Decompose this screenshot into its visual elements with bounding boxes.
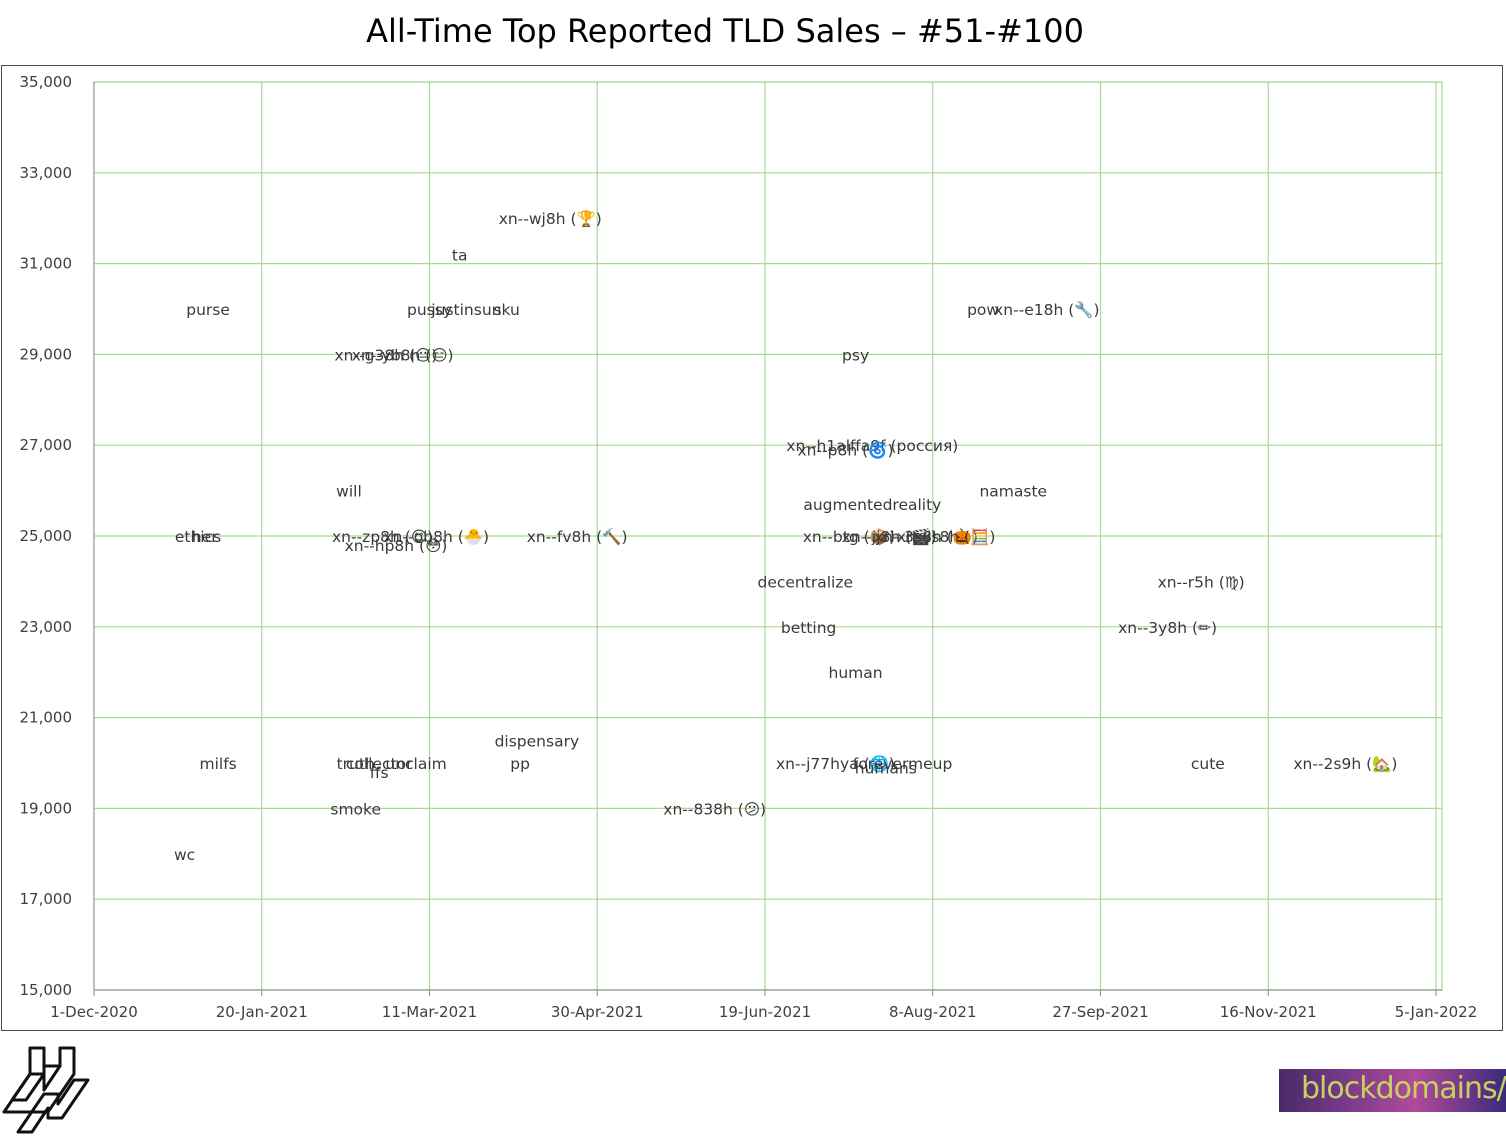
data-point-label: xn--3s8h (🎃) xyxy=(874,527,978,546)
x-tick-label: 19-Jun-2021 xyxy=(719,1003,811,1021)
brand-logo-left xyxy=(0,1044,92,1141)
y-tick-label: 35,000 xyxy=(20,73,73,91)
data-point-label: will xyxy=(336,483,362,501)
data-point-label: humans xyxy=(855,760,917,778)
x-tick-label: 30-Apr-2021 xyxy=(551,1003,644,1021)
x-tick-label: 27-Sep-2021 xyxy=(1052,1003,1148,1021)
data-point-label: her xyxy=(192,528,218,546)
chart-frame: 15,000 17,000 19,000 21,000 23,000 25,000 27,0… xyxy=(1,65,1503,1031)
data-point-label: xn--r5h (♍) xyxy=(1158,573,1245,591)
data-point-label: xn--ob8h (🐣) xyxy=(383,527,489,546)
y-tick-label: 17,000 xyxy=(20,890,73,908)
data-point-label: pow xyxy=(967,301,999,319)
data-point-label: augmentedreality xyxy=(803,496,941,514)
x-tick-label: 16-Nov-2021 xyxy=(1220,1003,1317,1021)
data-point-label: collector xyxy=(346,755,413,773)
data-point-label: smoke xyxy=(330,800,381,818)
x-tick-label: 11-Mar-2021 xyxy=(382,1003,477,1021)
data-point-label: xn--yb8h (😑) xyxy=(352,346,454,364)
x-tick-label: 20-Jan-2021 xyxy=(216,1003,308,1021)
y-tick-label: 15,000 xyxy=(20,981,73,999)
data-point-label: namaste xyxy=(979,483,1047,501)
x-tick-label: 1-Dec-2020 xyxy=(50,1003,138,1021)
data-point-label: xn--3y8h (✏) xyxy=(1118,619,1217,637)
data-point-label: betting xyxy=(781,619,837,637)
data-point-label: xn--p8h (🌀) xyxy=(798,441,894,460)
data-point-label: pp xyxy=(510,755,530,773)
x-tick-label: 5-Jan-2022 xyxy=(1395,1003,1478,1021)
data-point-label: xn--838h (😕) xyxy=(663,800,766,818)
data-point-label: human xyxy=(829,664,883,682)
data-point-label: sku xyxy=(493,301,519,319)
data-point-label: pussy xyxy=(407,301,452,319)
y-tick-label: 23,000 xyxy=(20,618,73,636)
data-point-label: ethics xyxy=(175,528,221,546)
data-point-label: xn--wj8h (🏆) xyxy=(499,209,602,228)
y-tick-label: 31,000 xyxy=(20,255,73,273)
data-point-label: xn--h1alffa9f (россия) xyxy=(786,437,958,455)
data-point-label: xn--2s9h (🏡) xyxy=(1293,755,1397,773)
data-point-label: ta xyxy=(452,247,468,265)
data-point-label: ffs xyxy=(370,764,389,782)
data-point-label: cute xyxy=(1191,755,1225,773)
scatter-chart: 15,000 17,000 19,000 21,000 23,000 25,000 27,0… xyxy=(20,73,1478,1021)
data-point-label: xn--hp8h (😳) xyxy=(345,537,448,555)
data-point-label: milfs xyxy=(200,755,237,773)
y-tick-label: 27,000 xyxy=(20,436,73,454)
y-tick-label: 25,000 xyxy=(20,527,73,545)
data-point-label: purse xyxy=(186,301,230,319)
y-tick-label: 21,000 xyxy=(20,709,73,727)
data-point-label: xn--fv8h (🔨) xyxy=(527,527,628,546)
data-point-label: unclaim xyxy=(385,755,446,773)
data-point-label: psy xyxy=(842,346,869,364)
y-tick-label: 19,000 xyxy=(20,799,73,817)
y-tick-label: 29,000 xyxy=(20,345,73,363)
data-point-label: xn--g38h (😐) xyxy=(335,346,438,364)
data-point-label: wc xyxy=(174,846,195,864)
data-point-label: dispensary xyxy=(495,732,580,750)
data-point-label: xn--j77hya (🌐) xyxy=(776,754,895,773)
data-point-label: xn--btg (📦) xyxy=(803,527,895,546)
x-tick-label: 8-Aug-2021 xyxy=(889,1003,977,1021)
data-point-label: xn--zp8h (😊) xyxy=(332,528,433,546)
data-point-label: xn--is8h (🧮) xyxy=(897,527,996,546)
chart-title: All-Time Top Reported TLD Sales – #51-#1… xyxy=(366,12,1084,50)
blockdomains-logo-text: blockdomains/ xyxy=(1301,1071,1506,1106)
data-point-label: xn--jj8h (🎬) xyxy=(842,527,937,546)
data-point-label: truth xyxy=(337,755,375,773)
blockdomains-logo: blockdomains/ xyxy=(1279,1069,1506,1112)
data-point-label: decentralize xyxy=(758,573,854,591)
data-point-label: justinsun xyxy=(430,301,501,319)
y-tick-label: 33,000 xyxy=(20,164,73,182)
data-point-label: forevermeup xyxy=(853,755,953,773)
data-point-label: xn--e18h (🔧) xyxy=(994,300,1100,319)
